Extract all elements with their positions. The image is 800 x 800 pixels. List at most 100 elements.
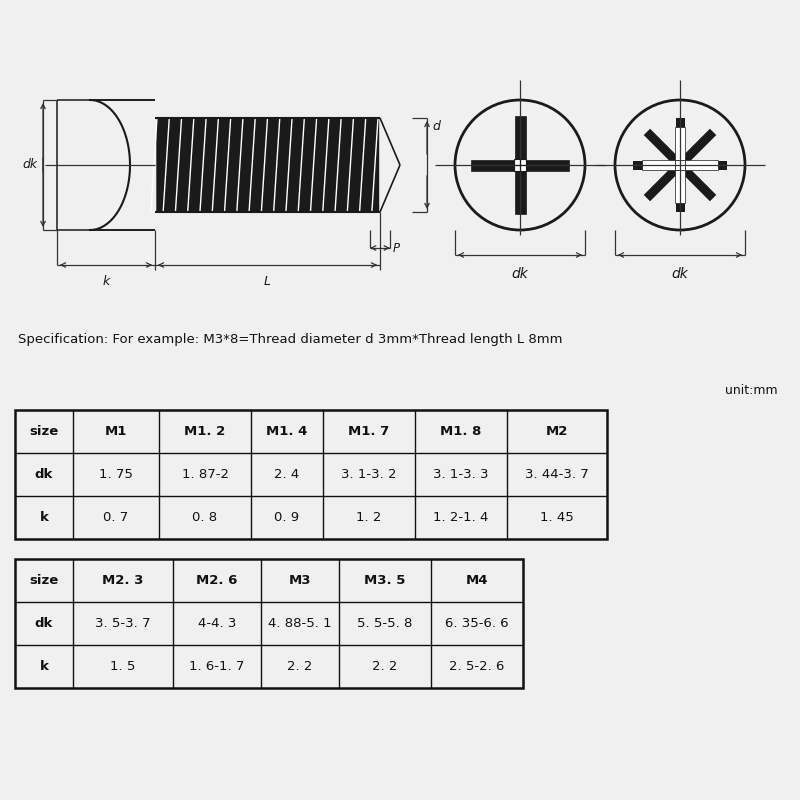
- Text: 2. 2: 2. 2: [287, 660, 313, 673]
- Polygon shape: [194, 118, 206, 212]
- Text: 5. 5-5. 8: 5. 5-5. 8: [358, 617, 413, 630]
- Bar: [675, 127, 685, 160]
- Polygon shape: [218, 118, 230, 212]
- Polygon shape: [644, 129, 716, 202]
- Text: dk: dk: [672, 267, 688, 281]
- Polygon shape: [292, 118, 304, 212]
- Bar: [526, 159, 569, 170]
- Polygon shape: [341, 118, 354, 212]
- Text: 1. 2-1. 4: 1. 2-1. 4: [434, 511, 489, 524]
- Polygon shape: [230, 118, 243, 212]
- Polygon shape: [366, 118, 378, 212]
- Polygon shape: [634, 161, 726, 170]
- Polygon shape: [218, 118, 230, 212]
- Text: M2. 3: M2. 3: [102, 574, 144, 587]
- Text: 1. 75: 1. 75: [99, 468, 133, 481]
- Polygon shape: [280, 118, 292, 212]
- Text: 1. 45: 1. 45: [540, 511, 574, 524]
- Bar: [675, 160, 685, 170]
- Polygon shape: [304, 118, 317, 212]
- Polygon shape: [280, 118, 292, 212]
- Text: M2. 6: M2. 6: [196, 574, 238, 587]
- Text: 6. 35-6. 6: 6. 35-6. 6: [445, 617, 509, 630]
- Text: 4. 88-5. 1: 4. 88-5. 1: [268, 617, 332, 630]
- Polygon shape: [644, 129, 716, 202]
- Polygon shape: [292, 118, 304, 212]
- Polygon shape: [206, 118, 218, 212]
- Polygon shape: [182, 118, 194, 212]
- Text: P: P: [393, 242, 400, 254]
- Text: dk: dk: [35, 617, 53, 630]
- Polygon shape: [267, 118, 280, 212]
- Bar: [471, 159, 514, 170]
- Text: M2: M2: [546, 425, 568, 438]
- Text: M4: M4: [466, 574, 488, 587]
- Text: 3. 1-3. 3: 3. 1-3. 3: [434, 468, 489, 481]
- Polygon shape: [341, 118, 354, 212]
- Text: 3. 1-3. 2: 3. 1-3. 2: [342, 468, 397, 481]
- Text: M1. 7: M1. 7: [348, 425, 390, 438]
- Text: 2. 4: 2. 4: [274, 468, 300, 481]
- Text: M1. 4: M1. 4: [266, 425, 308, 438]
- Polygon shape: [157, 118, 170, 212]
- Polygon shape: [675, 118, 685, 212]
- Text: unit:mm: unit:mm: [726, 383, 778, 397]
- Text: 3. 44-3. 7: 3. 44-3. 7: [525, 468, 589, 481]
- Polygon shape: [255, 118, 267, 212]
- Text: 1. 6-1. 7: 1. 6-1. 7: [190, 660, 245, 673]
- Polygon shape: [329, 118, 341, 212]
- Text: L: L: [264, 275, 271, 288]
- Bar: [642, 160, 675, 170]
- Polygon shape: [317, 118, 329, 212]
- Text: d: d: [432, 120, 440, 133]
- Polygon shape: [354, 118, 366, 212]
- Text: 1. 87-2: 1. 87-2: [182, 468, 229, 481]
- Polygon shape: [243, 118, 255, 212]
- Polygon shape: [366, 118, 378, 212]
- Text: size: size: [30, 425, 58, 438]
- Bar: [514, 171, 526, 214]
- Polygon shape: [255, 118, 267, 212]
- Text: 0. 8: 0. 8: [193, 511, 218, 524]
- Polygon shape: [243, 118, 255, 212]
- Polygon shape: [317, 118, 329, 212]
- Text: k: k: [102, 275, 110, 288]
- Text: M3: M3: [289, 574, 311, 587]
- Text: dk: dk: [35, 468, 53, 481]
- Text: 2. 5-2. 6: 2. 5-2. 6: [450, 660, 505, 673]
- Text: size: size: [30, 574, 58, 587]
- Polygon shape: [304, 118, 317, 212]
- Text: M1. 8: M1. 8: [440, 425, 482, 438]
- Text: k: k: [39, 660, 49, 673]
- Text: k: k: [39, 511, 49, 524]
- Bar: [15, 559, 523, 688]
- Bar: [685, 160, 718, 170]
- Text: 4-4. 3: 4-4. 3: [198, 617, 236, 630]
- Text: 1. 5: 1. 5: [110, 660, 136, 673]
- Bar: [675, 170, 685, 202]
- Text: M3. 5: M3. 5: [364, 574, 406, 587]
- Bar: [15, 410, 607, 539]
- Bar: [514, 159, 526, 171]
- Text: dk: dk: [512, 267, 528, 281]
- Polygon shape: [157, 118, 170, 212]
- Polygon shape: [194, 118, 206, 212]
- Bar: [514, 116, 526, 159]
- Text: 0. 7: 0. 7: [103, 511, 129, 524]
- Polygon shape: [329, 118, 341, 212]
- Polygon shape: [267, 118, 280, 212]
- Polygon shape: [182, 118, 194, 212]
- Text: 0. 9: 0. 9: [274, 511, 299, 524]
- Text: 2. 2: 2. 2: [372, 660, 398, 673]
- Text: M1. 2: M1. 2: [184, 425, 226, 438]
- Polygon shape: [170, 118, 182, 212]
- Polygon shape: [354, 118, 366, 212]
- Text: Specification: For example: M3*8=Thread diameter d 3mm*Thread length L 8mm: Specification: For example: M3*8=Thread …: [18, 334, 562, 346]
- Text: 1. 2: 1. 2: [356, 511, 382, 524]
- Text: 3. 5-3. 7: 3. 5-3. 7: [95, 617, 150, 630]
- Polygon shape: [230, 118, 243, 212]
- Polygon shape: [170, 118, 182, 212]
- Polygon shape: [206, 118, 218, 212]
- Text: dk: dk: [23, 158, 38, 171]
- Text: M1: M1: [105, 425, 127, 438]
